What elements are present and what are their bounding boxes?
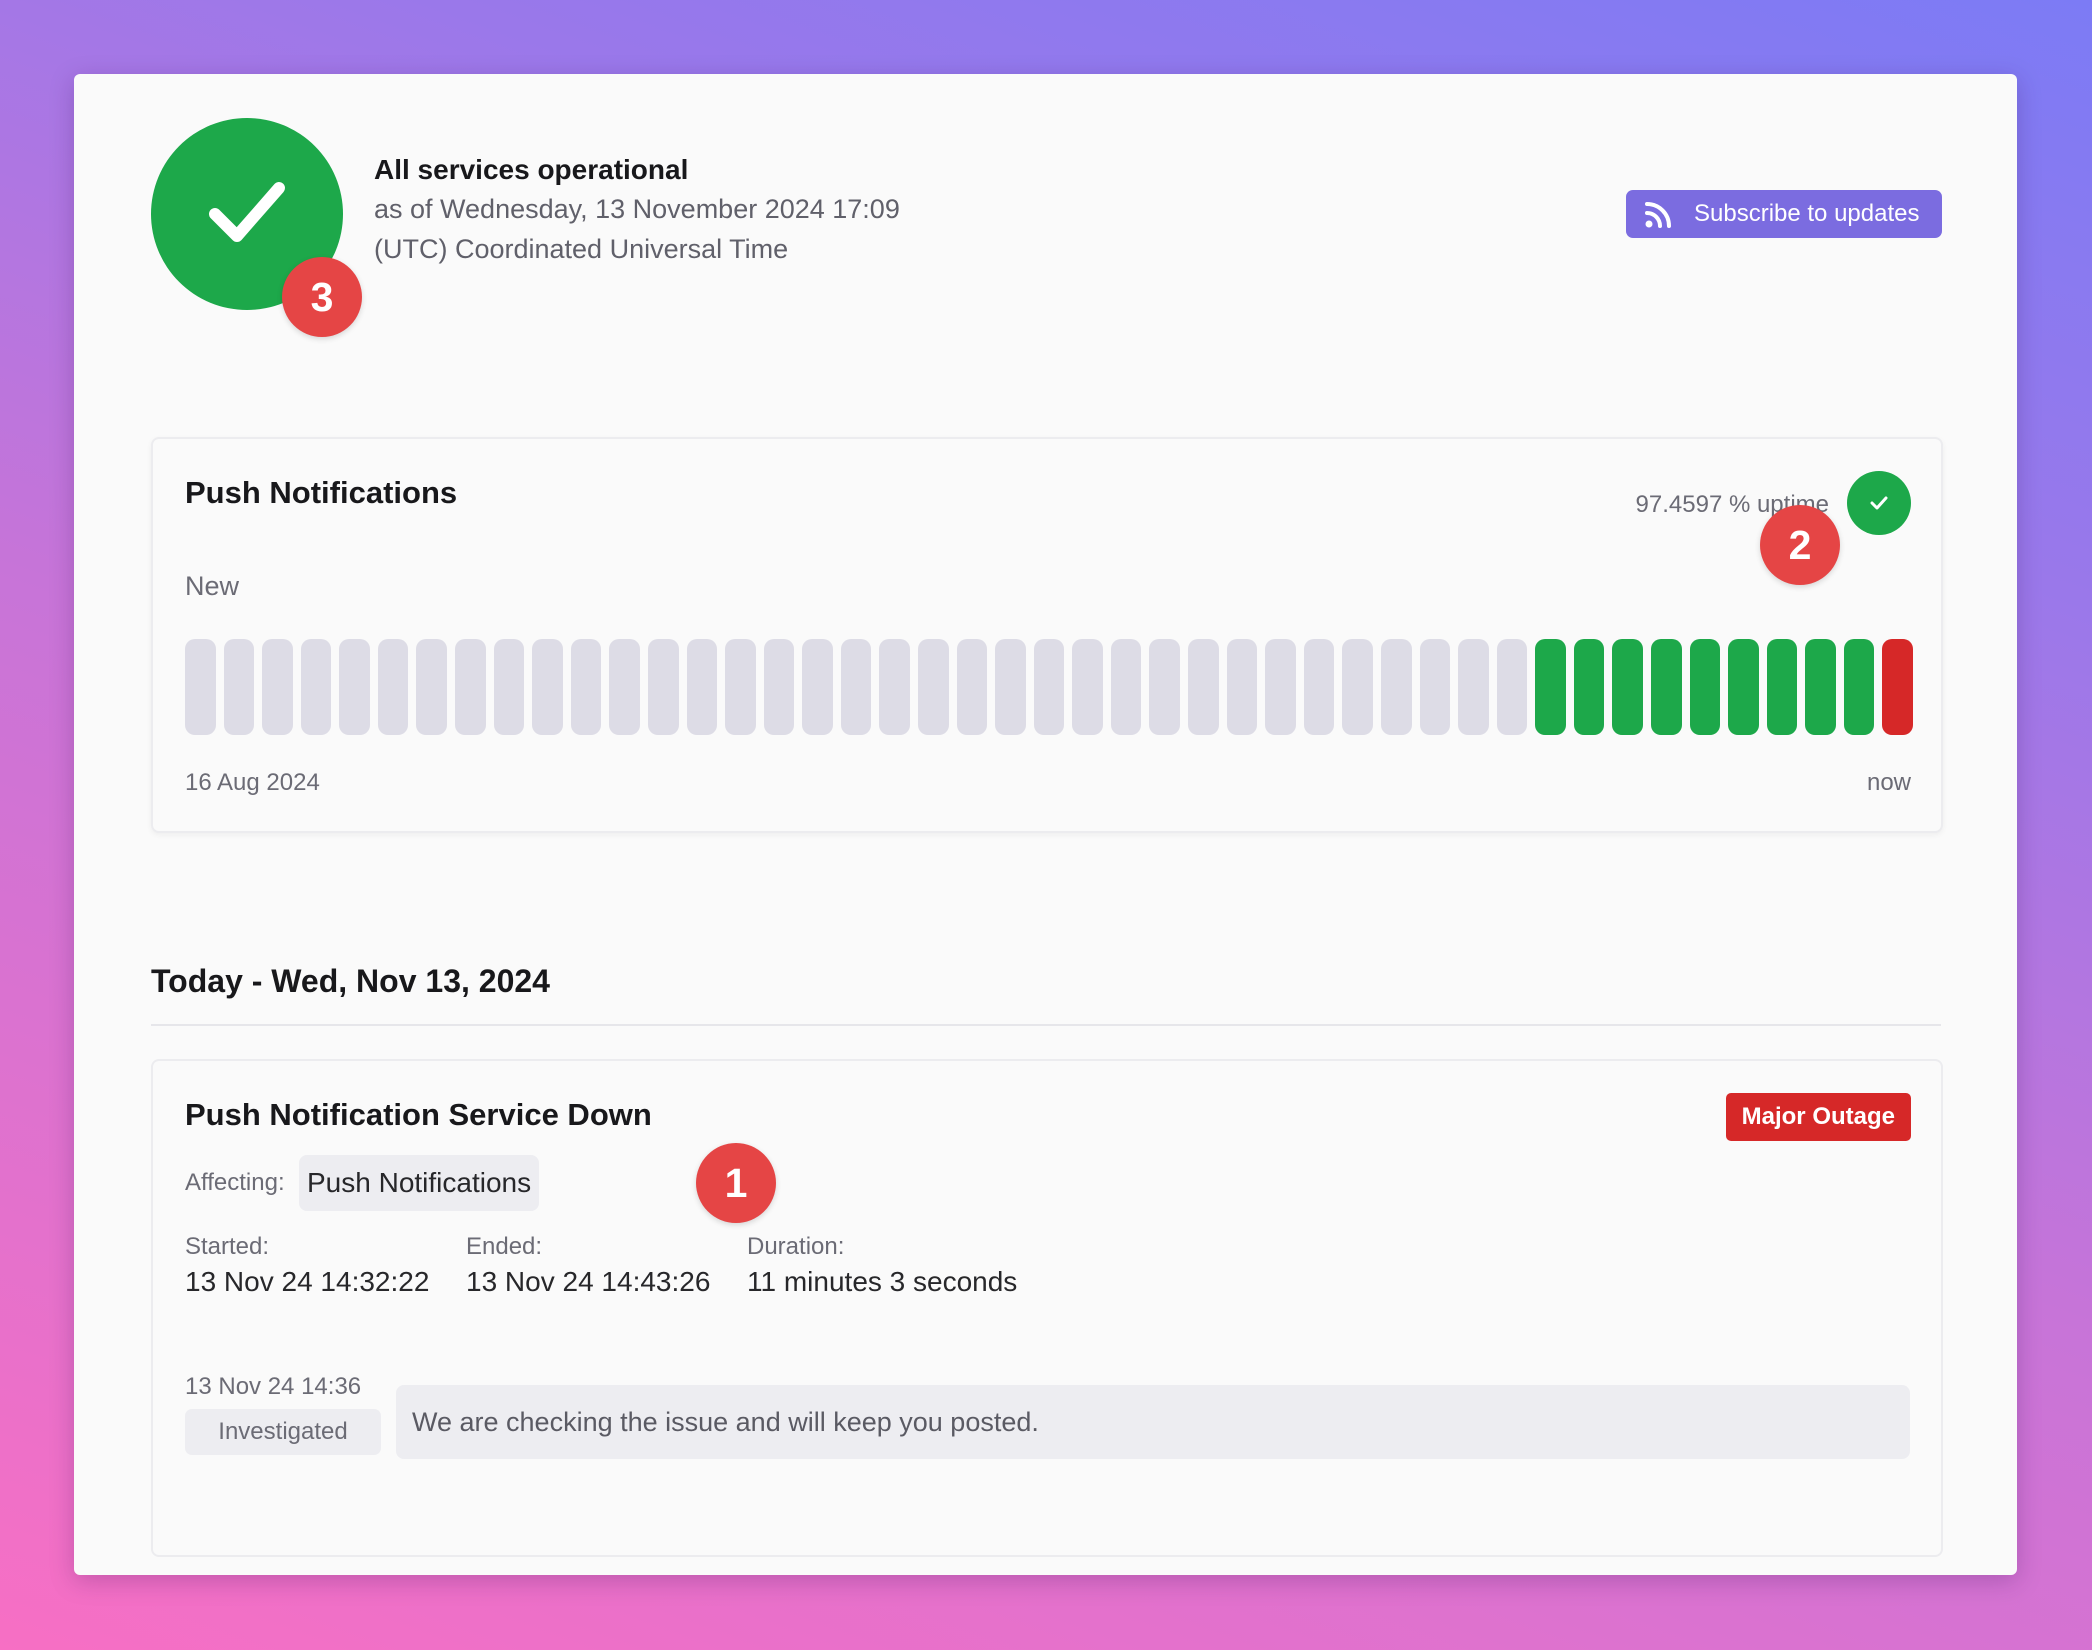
subscribe-label: Subscribe to updates: [1694, 200, 1920, 227]
incident-card: Push Notification Service Down Major Out…: [151, 1059, 1943, 1557]
uptime-bar-no-data[interactable]: [377, 639, 409, 735]
affected-component-chip: Push Notifications: [299, 1155, 540, 1211]
uptime-bar-no-data[interactable]: [570, 639, 602, 735]
component-name: Push Notifications: [185, 475, 458, 510]
update-message: We are checking the issue and will keep …: [396, 1385, 1910, 1459]
update-timestamp: 13 Nov 24 14:36: [185, 1373, 362, 1400]
uptime-bar-no-data[interactable]: [493, 639, 525, 735]
started-value: 13 Nov 24 14:32:22: [185, 1266, 430, 1297]
uptime-range-start: 16 Aug 2024: [185, 769, 320, 796]
overall-status-title: All services operational: [374, 154, 689, 185]
divider: [151, 1024, 1941, 1026]
uptime-bar-no-data[interactable]: [1033, 639, 1065, 735]
uptime-bar-no-data[interactable]: [262, 639, 293, 735]
uptime-bar-no-data[interactable]: [725, 639, 756, 735]
uptime-bar-no-data[interactable]: [416, 639, 448, 735]
uptime-bar-operational[interactable]: [1843, 639, 1875, 735]
ended-value: 13 Nov 24 14:43:26: [466, 1266, 711, 1297]
affecting-label: Affecting:: [185, 1169, 285, 1196]
uptime-bar-operational[interactable]: [1535, 639, 1566, 735]
uptime-bar-chart: [185, 639, 1914, 735]
uptime-bar-no-data[interactable]: [1380, 639, 1412, 735]
status-timezone: (UTC) Coordinated Universal Time: [374, 234, 789, 264]
uptime-bar-no-data[interactable]: [1496, 639, 1528, 735]
check-icon: [1870, 496, 1888, 510]
callout-marker-2: 2: [1760, 505, 1840, 585]
uptime-bar-no-data[interactable]: [455, 639, 486, 735]
component-status-indicator: [1847, 471, 1911, 535]
check-icon: [209, 182, 285, 242]
uptime-bar-no-data[interactable]: [1458, 639, 1489, 735]
uptime-bar-no-data[interactable]: [1419, 639, 1451, 735]
uptime-bar-no-data[interactable]: [1303, 639, 1335, 735]
uptime-bar-no-data[interactable]: [763, 639, 795, 735]
rss-icon: [1645, 202, 1671, 228]
uptime-bar-outage[interactable]: [1882, 639, 1914, 735]
started-label: Started:: [185, 1233, 270, 1260]
uptime-bar-operational[interactable]: [1573, 639, 1605, 735]
uptime-bar-operational[interactable]: [1650, 639, 1682, 735]
duration-value: 11 minutes 3 seconds: [747, 1266, 1018, 1297]
day-heading: Today - Wed, Nov 13, 2024: [151, 963, 550, 999]
callout-marker-3: 3: [282, 257, 362, 337]
uptime-bar-no-data[interactable]: [1342, 639, 1373, 735]
uptime-bar-no-data[interactable]: [532, 639, 563, 735]
component-panel: Push Notifications 97.4597 % uptime 2 Ne…: [151, 437, 1943, 833]
uptime-bar-no-data[interactable]: [1188, 639, 1219, 735]
uptime-bar-no-data[interactable]: [802, 639, 833, 735]
uptime-bar-no-data[interactable]: [300, 639, 332, 735]
uptime-bar-no-data[interactable]: [956, 639, 988, 735]
uptime-bar-operational[interactable]: [1766, 639, 1798, 735]
uptime-bar-no-data[interactable]: [1110, 639, 1142, 735]
uptime-bar-no-data[interactable]: [686, 639, 718, 735]
ended-label: Ended:: [466, 1233, 543, 1260]
duration-label: Duration:: [747, 1233, 845, 1260]
incident-title: Push Notification Service Down: [185, 1097, 652, 1132]
overall-status-indicator: [151, 118, 343, 310]
component-group-label: New: [185, 571, 240, 601]
uptime-bar-no-data[interactable]: [609, 639, 640, 735]
severity-badge: Major Outage: [1725, 1093, 1911, 1141]
uptime-bar-no-data[interactable]: [339, 639, 370, 735]
uptime-bar-operational[interactable]: [1689, 639, 1721, 735]
uptime-bar-no-data[interactable]: [917, 639, 949, 735]
uptime-bar-no-data[interactable]: [1072, 639, 1103, 735]
uptime-bar-no-data[interactable]: [995, 639, 1026, 735]
uptime-bar-no-data[interactable]: [223, 639, 255, 735]
uptime-bar-no-data[interactable]: [1265, 639, 1296, 735]
status-page-card: 3 All services operational as of Wednesd…: [74, 74, 2017, 1575]
uptime-bar-no-data[interactable]: [1149, 639, 1181, 735]
update-status-badge: Investigated: [185, 1409, 381, 1455]
status-timestamp: as of Wednesday, 13 November 2024 17:09: [374, 194, 900, 224]
uptime-bar-no-data[interactable]: [647, 639, 679, 735]
uptime-bar-operational[interactable]: [1728, 639, 1759, 735]
callout-marker-1: 1: [696, 1143, 776, 1223]
uptime-bar-no-data[interactable]: [1226, 639, 1258, 735]
uptime-bar-no-data[interactable]: [840, 639, 872, 735]
uptime-bar-no-data[interactable]: [879, 639, 910, 735]
uptime-bar-no-data[interactable]: [185, 639, 216, 735]
uptime-bar-operational[interactable]: [1805, 639, 1836, 735]
uptime-bar-operational[interactable]: [1612, 639, 1643, 735]
subscribe-button[interactable]: Subscribe to updates: [1626, 190, 1942, 238]
uptime-range-end: now: [1866, 769, 1911, 796]
